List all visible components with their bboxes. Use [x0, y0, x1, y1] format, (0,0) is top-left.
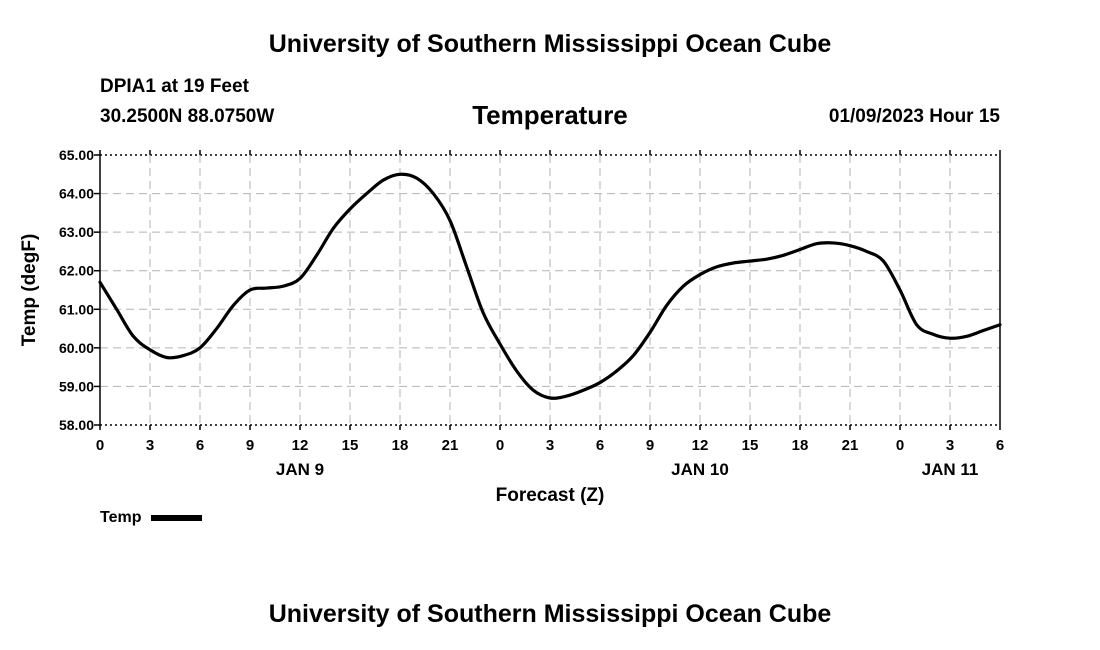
x-tick-label: 0 — [96, 437, 104, 454]
x-tick-label: 21 — [842, 437, 859, 454]
y-tick-label: 64.00 — [59, 186, 94, 202]
x-tick-label: 12 — [292, 437, 309, 454]
page-title-bottom: University of Southern Mississippi Ocean… — [268, 600, 832, 628]
legend-label-temp: Temp — [100, 509, 142, 526]
x-tick-label: 18 — [392, 437, 409, 454]
legend-swatch-temp — [151, 515, 203, 521]
y-tick-label: 65.00 — [59, 147, 94, 163]
x-axis-title: Forecast (Z) — [496, 485, 605, 506]
x-tick-label: 3 — [946, 437, 954, 454]
page-title-top: University of Southern Mississippi Ocean… — [268, 30, 832, 58]
date-label: JAN 9 — [276, 460, 324, 479]
x-tick-label: 15 — [742, 437, 759, 454]
series-line-temp — [98, 172, 1002, 400]
x-tick-label: 9 — [646, 437, 654, 454]
chart-title: Temperature — [472, 100, 628, 130]
x-tick-label: 3 — [546, 437, 554, 454]
y-tick-label: 61.00 — [59, 301, 94, 317]
y-tick-label: 63.00 — [59, 224, 94, 240]
x-tick-label: 0 — [496, 437, 504, 454]
y-tick-label: 60.00 — [59, 340, 94, 356]
x-tick-label: 6 — [996, 437, 1004, 454]
x-tick-label: 0 — [896, 437, 904, 454]
x-tick-label: 15 — [342, 437, 359, 454]
x-tick-label: 6 — [196, 437, 204, 454]
station-coordinates: 30.2500N 88.0750W — [100, 106, 275, 127]
y-axis-title: Temp (degF) — [19, 234, 40, 347]
date-label: JAN 11 — [922, 460, 979, 479]
x-tick-label: 9 — [246, 437, 254, 454]
station-label: DPIA1 at 19 Feet — [100, 76, 249, 97]
date-label: JAN 10 — [671, 460, 729, 479]
x-tick-label: 3 — [146, 437, 154, 454]
x-tick-label: 12 — [692, 437, 709, 454]
chart-legend: Temp — [100, 509, 203, 527]
y-tick-label: 59.00 — [59, 378, 94, 394]
forecast-datetime: 01/09/2023 Hour 15 — [828, 106, 1000, 127]
x-tick-label: 18 — [792, 437, 809, 454]
y-tick-label: 62.00 — [59, 263, 94, 279]
y-tick-label: 58.00 — [59, 417, 94, 433]
x-tick-label: 21 — [442, 437, 459, 454]
x-tick-label: 6 — [596, 437, 604, 454]
